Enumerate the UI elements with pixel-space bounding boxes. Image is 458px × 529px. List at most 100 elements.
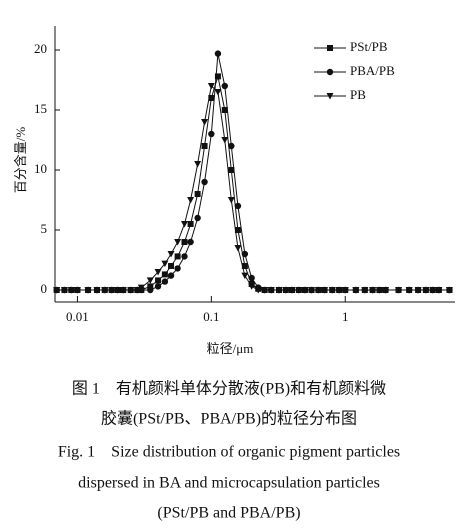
- x-tick-label: 1: [342, 309, 349, 324]
- data-point: [228, 167, 235, 173]
- data-point: [187, 238, 194, 246]
- data-point: [208, 130, 215, 138]
- data-point: [119, 287, 127, 294]
- data-point: [167, 272, 175, 279]
- data-point: [308, 287, 316, 294]
- data-point: [295, 287, 303, 294]
- data-point: [73, 287, 81, 294]
- series-line: [56, 85, 450, 291]
- data-point: [234, 245, 242, 252]
- data-point: [227, 197, 235, 204]
- data-point: [174, 239, 182, 246]
- data-point: [369, 287, 377, 294]
- data-point: [181, 253, 188, 260]
- y-tick-label: 20: [34, 41, 47, 56]
- y-tick-label: 15: [34, 101, 47, 116]
- series-line: [56, 76, 450, 291]
- x-tick-label: 0.01: [66, 309, 89, 324]
- data-point: [194, 191, 201, 197]
- caption-line: 图 1 有机颜料单体分散液(PB)和有机颜料微: [72, 380, 386, 398]
- data-point: [321, 287, 329, 294]
- data-point: [167, 251, 175, 258]
- data-point: [161, 278, 169, 285]
- data-point: [352, 287, 360, 294]
- series-line: [56, 53, 450, 291]
- data-point: [180, 221, 188, 228]
- data-point: [194, 214, 201, 222]
- data-point: [214, 73, 221, 80]
- data-point: [67, 287, 75, 294]
- legend-marker: [327, 45, 333, 51]
- data-point: [201, 178, 208, 186]
- data-point: [155, 277, 162, 284]
- data-point: [108, 287, 116, 294]
- data-point: [288, 287, 296, 294]
- legend-label: PB: [350, 87, 366, 102]
- data-point: [174, 265, 181, 272]
- y-tick-label: 0: [41, 281, 48, 296]
- data-point: [101, 287, 109, 294]
- caption-line: Fig. 1 Size distribution of organic pigm…: [58, 444, 400, 461]
- y-axis-label: 百分含量/%: [13, 127, 28, 194]
- data-point: [234, 202, 242, 210]
- data-point: [214, 50, 222, 57]
- data-point: [146, 277, 154, 284]
- data-point: [248, 283, 256, 290]
- data-point: [395, 287, 403, 294]
- data-point: [194, 161, 202, 168]
- data-point: [241, 263, 248, 269]
- data-point: [201, 143, 208, 149]
- y-tick-label: 5: [41, 221, 48, 236]
- data-point: [147, 286, 154, 294]
- data-point: [341, 287, 349, 294]
- data-point: [382, 287, 390, 294]
- data-point: [93, 287, 101, 294]
- data-point: [405, 287, 413, 294]
- caption-line: dispersed in BA and microcapsulation par…: [78, 475, 380, 492]
- data-point: [53, 287, 61, 294]
- legend-marker: [326, 68, 334, 76]
- data-point: [261, 287, 269, 294]
- data-point: [422, 287, 430, 294]
- data-point: [147, 283, 154, 290]
- data-point: [174, 253, 181, 260]
- data-point: [221, 82, 228, 90]
- data-point: [275, 287, 283, 294]
- data-point: [168, 263, 175, 269]
- data-point: [248, 274, 255, 282]
- data-point: [84, 287, 92, 294]
- data-point: [328, 287, 336, 294]
- data-point: [429, 287, 437, 294]
- data-point: [241, 250, 249, 258]
- data-point: [161, 271, 168, 278]
- data-point: [228, 142, 235, 150]
- data-point: [314, 287, 322, 294]
- data-point: [254, 287, 262, 294]
- data-point: [154, 269, 162, 276]
- legend-marker: [326, 93, 334, 100]
- data-point: [207, 83, 215, 90]
- data-point: [187, 197, 195, 204]
- data-point: [214, 89, 222, 96]
- data-point: [154, 283, 162, 290]
- data-point: [267, 287, 275, 294]
- data-point: [221, 137, 229, 144]
- data-point: [282, 287, 290, 294]
- data-point: [445, 287, 453, 294]
- legend-label: PBA/PB: [350, 63, 395, 78]
- x-tick-label: 0.1: [203, 309, 219, 324]
- data-point: [335, 287, 343, 294]
- caption-line: 胶囊(PSt/PB、PBA/PB)的粒径分布图: [101, 410, 357, 428]
- caption-line: (PSt/PB and PBA/PB): [157, 505, 300, 522]
- y-tick-label: 10: [34, 161, 47, 176]
- data-point: [201, 119, 209, 126]
- data-point: [137, 284, 145, 292]
- data-point: [414, 287, 422, 294]
- data-point: [181, 239, 188, 245]
- data-point: [127, 287, 135, 294]
- data-point: [133, 287, 141, 294]
- data-point: [234, 227, 241, 233]
- data-point: [435, 287, 443, 294]
- data-point: [301, 287, 309, 294]
